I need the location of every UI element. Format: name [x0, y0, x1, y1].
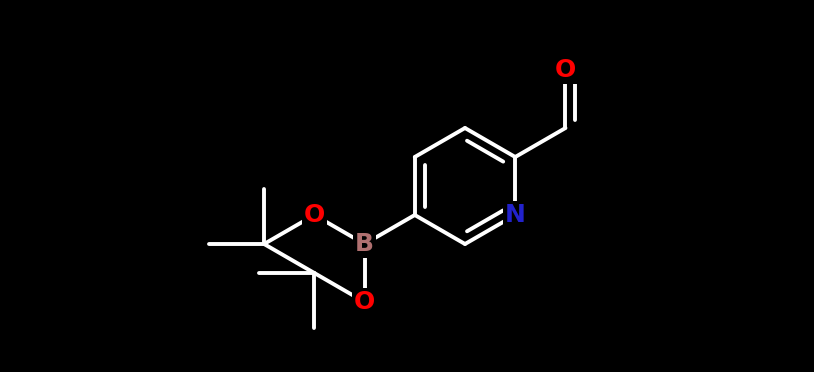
Text: O: O	[354, 290, 375, 314]
Text: N: N	[505, 203, 526, 227]
Text: B: B	[355, 232, 374, 256]
Text: O: O	[304, 203, 325, 227]
Text: O: O	[555, 58, 576, 82]
